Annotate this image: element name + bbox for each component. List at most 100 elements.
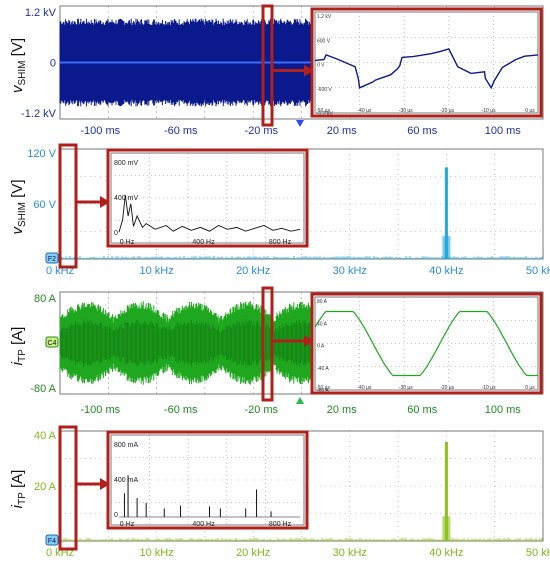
- x-tick-label: -60 ms: [164, 125, 198, 137]
- x-tick-label: -100 ms: [80, 125, 120, 137]
- inset-x-tick: 800 Hz: [269, 239, 292, 246]
- inset-x-tick: 0 µs: [525, 108, 535, 114]
- y-tick-label: -80 A: [30, 383, 56, 395]
- y-axis-label: iTP [A]: [9, 327, 28, 366]
- x-tick-label: 60 ms: [407, 125, 437, 137]
- inset-x-tick: -20 µs: [440, 385, 454, 391]
- trigger-marker: [296, 397, 304, 404]
- inset-y-tick: 400 mA: [114, 477, 138, 484]
- x-tick-label: 100 ms: [485, 125, 522, 137]
- inset-x-tick: 0 Hz: [120, 239, 135, 246]
- trigger-marker: [296, 120, 304, 127]
- inset-current-line: [314, 310, 538, 377]
- inset-y-tick: 800 mV: [114, 160, 138, 167]
- y-tick-label: 0: [50, 58, 56, 70]
- x-tick-label: 20 ms: [327, 404, 357, 416]
- zoom-box: [58, 425, 78, 551]
- y-tick-label: 40 A: [34, 430, 57, 442]
- x-tick-label: 30 kHz: [333, 265, 367, 277]
- zoom-arrowhead: [304, 64, 314, 77]
- inset-y-tick: 600 V: [317, 38, 331, 44]
- x-tick-label: -100 ms: [80, 404, 120, 416]
- x-tick-label: 10 kHz: [139, 265, 173, 277]
- x-tick-label: 10 kHz: [139, 547, 173, 559]
- x-tick-label: 20 kHz: [236, 547, 270, 559]
- x-tick-label: 100 ms: [485, 404, 522, 416]
- x-tick-label: -20 ms: [244, 404, 278, 416]
- spectrum-peak: [444, 442, 448, 541]
- inset-y-tick: 400 mV: [114, 195, 138, 202]
- inset-y-tick: 800 mA: [114, 442, 138, 449]
- panel-voltage-time: 1.2 kV 0 -1.2 kV -100 ms -60 ms -20 ms 20 ms 60…: [9, 4, 544, 137]
- channel-marker: [45, 336, 59, 348]
- inset-x-tick: -30 µs: [399, 385, 413, 391]
- channel-marker-text: F2: [48, 256, 56, 263]
- zoom-box: [261, 4, 274, 127]
- y-axis-label: vSHIM [V]: [9, 38, 28, 93]
- y-tick-label: 20 A: [34, 481, 57, 493]
- inset-x-tick: -40 µs: [357, 108, 371, 114]
- zoom-arrowhead: [100, 478, 110, 490]
- inset-x-tick: -50 µs: [316, 385, 330, 391]
- inset-x-tick: 400 Hz: [192, 521, 215, 528]
- inset-x-tick: 0 Hz: [120, 521, 135, 528]
- inset-x-tick: 800 Hz: [269, 521, 292, 528]
- zoom-box: [261, 286, 274, 402]
- x-tick-label: 40 kHz: [429, 547, 463, 559]
- x-tick-label: 20 kHz: [236, 265, 270, 277]
- zoom-arrowhead: [304, 335, 314, 347]
- inset-y-tick: 0: [114, 512, 118, 519]
- inset-y-tick: -1.2 kV: [317, 111, 334, 117]
- x-tick-label: -60 ms: [164, 404, 198, 416]
- inset-x-tick: -10 µs: [482, 385, 496, 391]
- inset-y-tick: 0 V: [317, 63, 325, 69]
- x-tick-label: 50 kHz: [526, 547, 550, 559]
- inset-x-tick: -40 µs: [357, 385, 371, 391]
- inset-x-tick: 400 Hz: [192, 239, 215, 246]
- inset-y-tick: 80 A: [317, 299, 328, 305]
- inset-x-tick: -50 µs: [316, 108, 330, 114]
- inset-y-tick: 40 A: [317, 321, 328, 327]
- highlight: [64, 7, 364, 12]
- x-tick-label: -20 ms: [244, 125, 278, 137]
- x-tick-label: 30 kHz: [333, 547, 367, 559]
- y-axis-label: iTP [A]: [9, 470, 28, 509]
- inset-x-tick: 0 µs: [525, 385, 535, 391]
- inset-y-tick: -600 V: [317, 87, 332, 93]
- x-tick-label: 40 kHz: [429, 265, 463, 277]
- inset-y-tick: -80 A: [317, 388, 329, 394]
- y-tick-label: 120 V: [27, 148, 56, 160]
- zoom-box: [58, 143, 78, 269]
- y-tick-label: 1.2 kV: [25, 7, 57, 19]
- inset-y-tick: 1.2 kV: [317, 14, 332, 20]
- y-tick-label: -1.2 kV: [21, 108, 57, 120]
- inset-y-tick: 0: [114, 230, 118, 237]
- channel-marker: [45, 534, 59, 546]
- inset-voltage-line: [314, 48, 539, 90]
- inset-x-tick: -10 µs: [482, 108, 496, 114]
- x-tick-label: 20 ms: [327, 125, 357, 137]
- inset-spectrum-line: [118, 195, 301, 233]
- inset-y-tick: 0 A: [317, 344, 325, 350]
- spectrum-peak-base: [442, 516, 451, 541]
- channel-marker: [45, 252, 59, 264]
- y-axis-label: vSHIM [V]: [9, 179, 28, 234]
- spectrum-peak: [444, 167, 448, 259]
- spectrum-peak-base: [442, 236, 451, 259]
- channel-marker-text: F4: [48, 538, 56, 545]
- inset-x-tick: -30 µs: [399, 108, 413, 114]
- x-tick-label: 60 ms: [407, 404, 437, 416]
- y-tick-label: 80 A: [34, 293, 57, 305]
- plot-frame: [314, 296, 539, 391]
- inset-x-tick: -20 µs: [440, 108, 454, 114]
- channel-marker-text: C4: [48, 340, 57, 347]
- inset-y-tick: -40 A: [317, 366, 329, 372]
- plot-frame: [314, 11, 539, 114]
- zoom-arrowhead: [100, 196, 110, 208]
- noise-floor: [61, 256, 543, 259]
- noise-floor: [61, 538, 543, 541]
